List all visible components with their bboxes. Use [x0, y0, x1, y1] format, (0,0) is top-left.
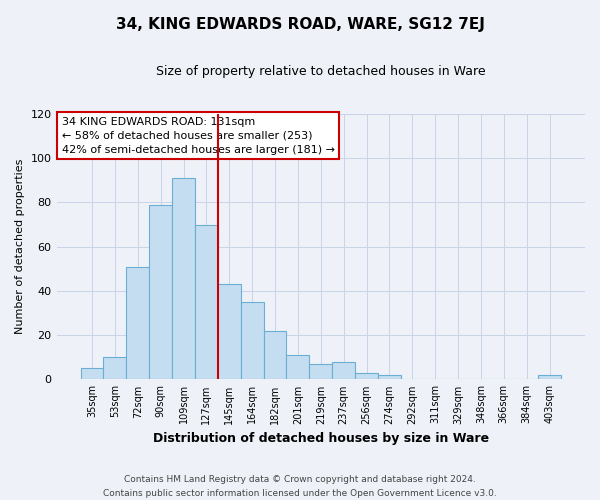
Bar	[538, 375, 561, 380]
Text: Contains HM Land Registry data © Crown copyright and database right 2024.
Contai: Contains HM Land Registry data © Crown c…	[103, 476, 497, 498]
Bar	[80, 368, 103, 380]
Y-axis label: Number of detached properties: Number of detached properties	[15, 159, 25, 334]
Bar	[355, 373, 378, 380]
Bar	[310, 364, 332, 380]
Text: 34 KING EDWARDS ROAD: 131sqm
← 58% of detached houses are smaller (253)
42% of s: 34 KING EDWARDS ROAD: 131sqm ← 58% of de…	[62, 116, 335, 154]
Bar	[241, 302, 263, 380]
Title: Size of property relative to detached houses in Ware: Size of property relative to detached ho…	[156, 65, 485, 78]
Bar	[378, 375, 401, 380]
Text: 34, KING EDWARDS ROAD, WARE, SG12 7EJ: 34, KING EDWARDS ROAD, WARE, SG12 7EJ	[116, 18, 484, 32]
X-axis label: Distribution of detached houses by size in Ware: Distribution of detached houses by size …	[153, 432, 489, 445]
Bar	[103, 358, 127, 380]
Bar	[263, 330, 286, 380]
Bar	[332, 362, 355, 380]
Bar	[149, 204, 172, 380]
Bar	[172, 178, 195, 380]
Bar	[286, 355, 310, 380]
Bar	[127, 266, 149, 380]
Bar	[218, 284, 241, 380]
Bar	[195, 224, 218, 380]
